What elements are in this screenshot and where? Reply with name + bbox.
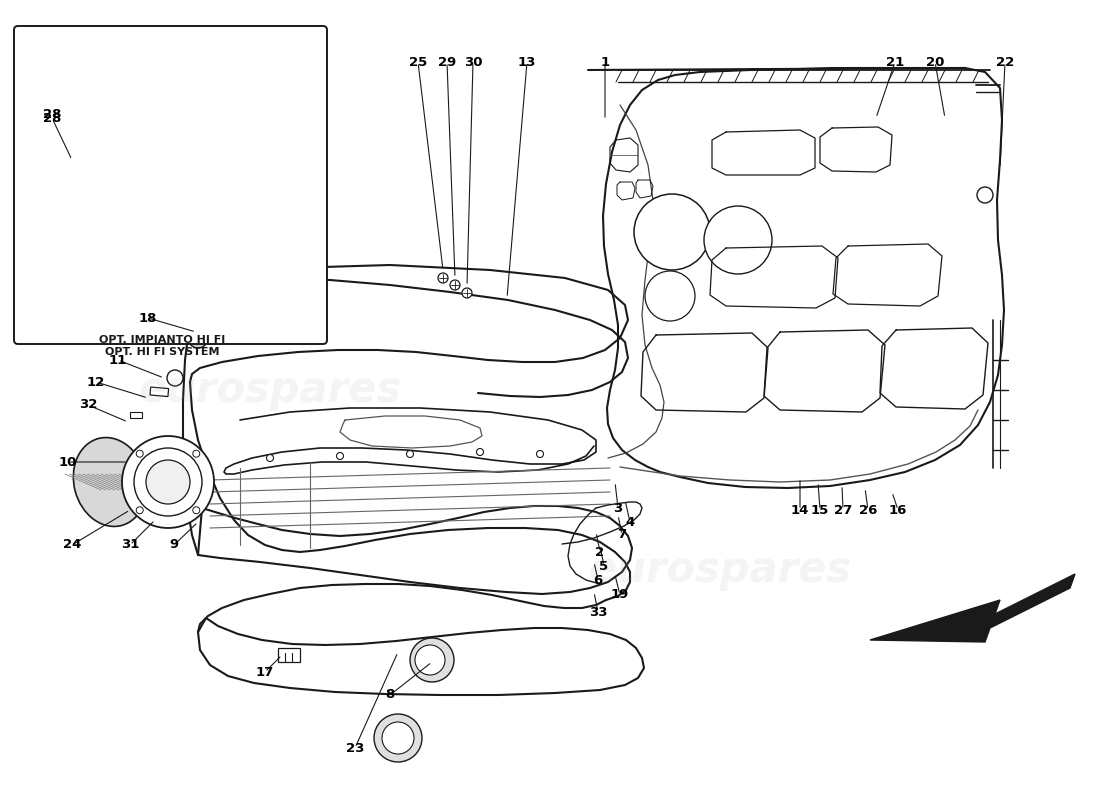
Circle shape (180, 170, 240, 230)
Circle shape (230, 198, 234, 202)
Circle shape (382, 722, 414, 754)
Text: 22: 22 (996, 55, 1014, 69)
Circle shape (537, 450, 543, 458)
Text: 11: 11 (109, 354, 128, 366)
Ellipse shape (74, 438, 146, 526)
Text: 19: 19 (610, 589, 629, 602)
Text: 1: 1 (601, 55, 609, 69)
Text: 10: 10 (58, 455, 77, 469)
Circle shape (337, 453, 343, 459)
Text: 18: 18 (139, 311, 157, 325)
Circle shape (197, 217, 201, 221)
Circle shape (410, 638, 454, 682)
Polygon shape (870, 574, 1075, 642)
Text: 15: 15 (811, 503, 829, 517)
Text: 20: 20 (926, 55, 944, 69)
Text: 21: 21 (886, 55, 904, 69)
Text: eurospares: eurospares (588, 549, 851, 591)
Text: 27: 27 (834, 503, 852, 517)
Text: 16: 16 (889, 503, 908, 517)
Text: 7: 7 (617, 529, 627, 542)
Circle shape (212, 220, 216, 224)
Text: 8: 8 (385, 689, 395, 702)
Text: 5: 5 (600, 559, 608, 573)
Text: 14: 14 (791, 503, 810, 517)
Circle shape (146, 460, 190, 504)
Circle shape (192, 450, 200, 458)
Circle shape (462, 288, 472, 298)
Circle shape (224, 212, 229, 216)
Circle shape (192, 506, 200, 514)
Text: 26: 26 (859, 503, 877, 517)
Text: 30: 30 (464, 55, 482, 69)
FancyBboxPatch shape (14, 26, 327, 344)
Text: 31: 31 (121, 538, 140, 551)
Circle shape (229, 206, 233, 210)
Text: 6: 6 (593, 574, 603, 586)
Text: eurospares: eurospares (139, 369, 402, 411)
Circle shape (374, 714, 422, 762)
Bar (150, 387, 168, 397)
Text: OPT. IMPIANTO HI FI
OPT. HI FI SYSTEM: OPT. IMPIANTO HI FI OPT. HI FI SYSTEM (99, 335, 226, 357)
Circle shape (438, 273, 448, 283)
Circle shape (266, 454, 274, 462)
Bar (278, 648, 300, 662)
Circle shape (136, 506, 143, 514)
Circle shape (191, 212, 195, 216)
Circle shape (136, 450, 143, 458)
Circle shape (407, 450, 414, 458)
Circle shape (219, 217, 223, 221)
Circle shape (76, 134, 104, 162)
Circle shape (167, 370, 183, 386)
Text: 3: 3 (614, 502, 623, 514)
Circle shape (168, 158, 252, 242)
Text: 23: 23 (345, 742, 364, 754)
Text: 24: 24 (63, 538, 81, 551)
Text: 32: 32 (79, 398, 97, 411)
Circle shape (134, 448, 202, 516)
Text: 33: 33 (588, 606, 607, 618)
Text: 9: 9 (169, 538, 178, 551)
Text: 17: 17 (256, 666, 274, 678)
Circle shape (645, 271, 695, 321)
Circle shape (977, 187, 993, 203)
Circle shape (122, 436, 214, 528)
Text: 2: 2 (595, 546, 605, 558)
Circle shape (704, 206, 772, 274)
Circle shape (634, 194, 710, 270)
Bar (130, 412, 142, 418)
Text: 28: 28 (43, 109, 62, 122)
Circle shape (450, 280, 460, 290)
Text: 25: 25 (409, 55, 427, 69)
Text: 29: 29 (438, 55, 456, 69)
Circle shape (188, 328, 208, 348)
Circle shape (205, 220, 208, 224)
Text: 28: 28 (43, 111, 62, 125)
Text: 4: 4 (626, 515, 635, 529)
Circle shape (415, 645, 446, 675)
Text: 12: 12 (87, 375, 106, 389)
Circle shape (187, 206, 191, 210)
Circle shape (476, 449, 484, 455)
Text: 13: 13 (518, 55, 536, 69)
